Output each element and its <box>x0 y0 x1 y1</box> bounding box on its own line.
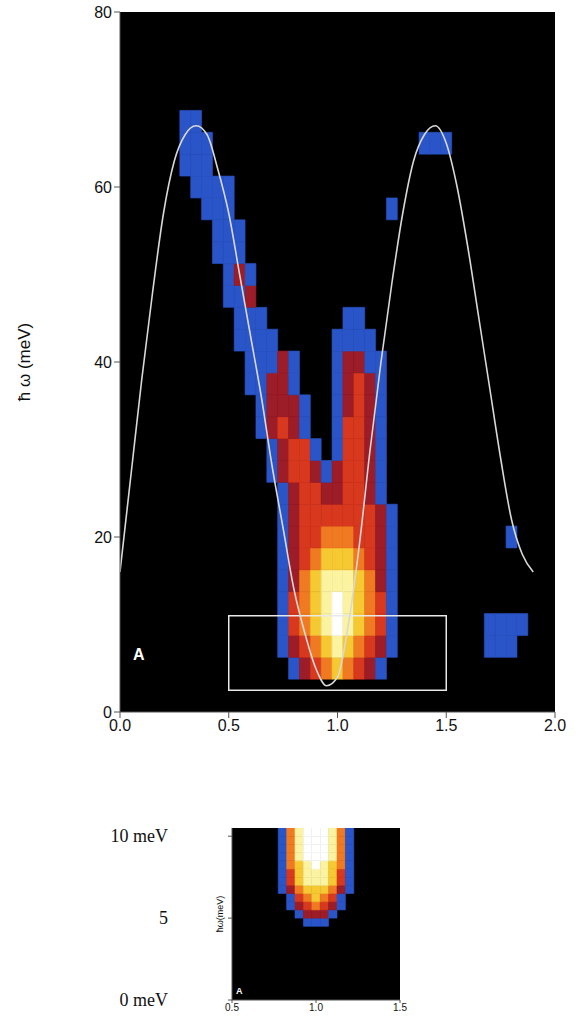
html-text:A: A <box>236 986 243 996</box>
svg-text:0.5: 0.5 <box>225 1002 239 1013</box>
svg-text:1.0: 1.0 <box>309 1002 323 1013</box>
svg-text:10 meV: 10 meV <box>111 826 169 846</box>
html-text:A: A <box>133 646 145 663</box>
svg-text:0: 0 <box>103 704 112 721</box>
svg-text:ħω(meV): ħω(meV) <box>215 896 225 933</box>
svg-text:1.0: 1.0 <box>326 717 348 734</box>
svg-text:0 meV: 0 meV <box>120 990 169 1010</box>
svg-text:40: 40 <box>94 354 112 371</box>
svg-text:ħ ω (meV): ħ ω (meV) <box>15 323 34 401</box>
svg-text:80: 80 <box>94 4 112 21</box>
svg-text:1.5: 1.5 <box>435 717 457 734</box>
svg-text:20: 20 <box>94 529 112 546</box>
svg-text:1.5: 1.5 <box>393 1002 407 1013</box>
svg-text:5: 5 <box>159 908 168 928</box>
svg-text:0.0: 0.0 <box>109 717 131 734</box>
svg-text:60: 60 <box>94 179 112 196</box>
svg-text:0.5: 0.5 <box>218 717 240 734</box>
svg-text:2.0: 2.0 <box>544 717 566 734</box>
